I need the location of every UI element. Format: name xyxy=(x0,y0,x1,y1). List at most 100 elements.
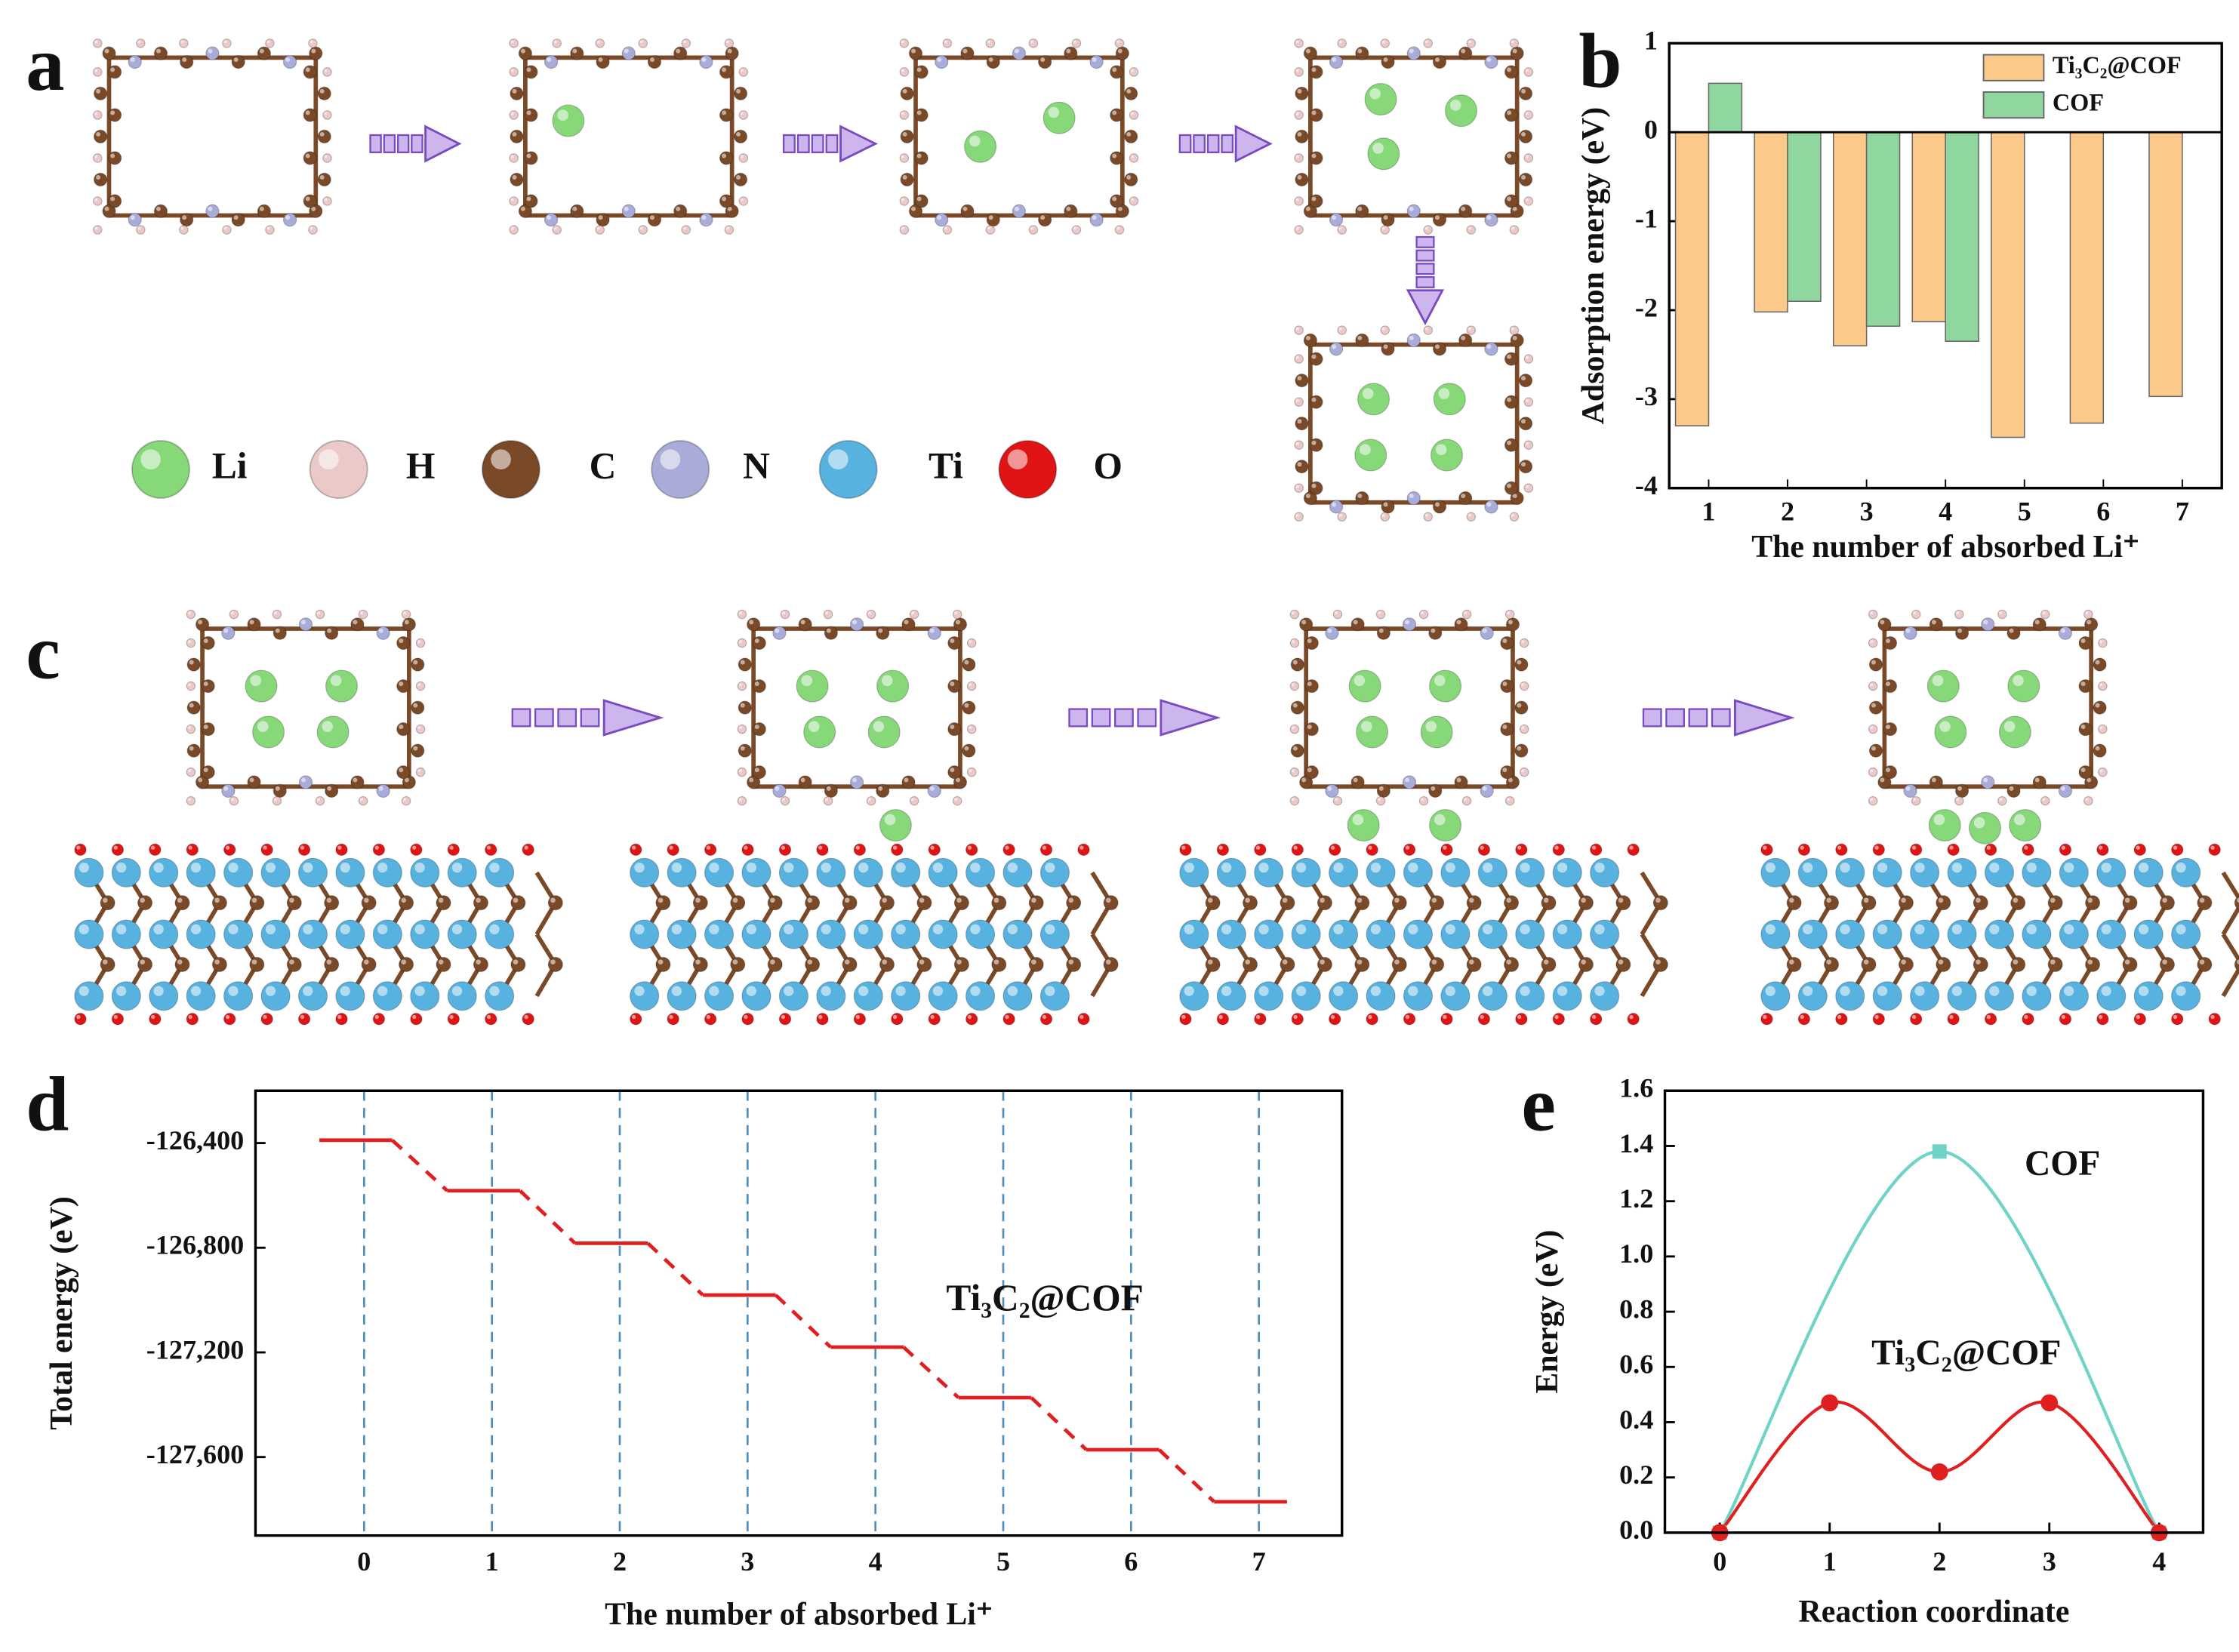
atom xyxy=(1466,325,1477,335)
atom xyxy=(767,895,783,911)
atom-highlight xyxy=(1502,638,1508,644)
atom-highlight xyxy=(1256,1014,1261,1020)
atom-highlight xyxy=(858,862,869,873)
atom xyxy=(1403,981,1434,1011)
atom-highlight xyxy=(969,640,972,644)
atom-highlight xyxy=(1295,485,1299,488)
atom xyxy=(741,981,771,1011)
atom-highlight xyxy=(1092,215,1097,220)
atom xyxy=(704,843,717,857)
atom-highlight xyxy=(1594,924,1605,935)
atom xyxy=(1028,38,1039,48)
atom-highlight xyxy=(1803,924,1813,935)
atom-highlight xyxy=(950,724,955,730)
arrow xyxy=(1178,125,1273,163)
atom-highlight xyxy=(140,897,146,903)
atom-highlight xyxy=(740,155,744,158)
atom-highlight xyxy=(1957,786,1963,791)
atom xyxy=(179,225,189,235)
atom xyxy=(282,213,297,227)
atom xyxy=(223,981,254,1011)
atom xyxy=(1458,333,1473,348)
atom-highlight xyxy=(1520,986,1530,996)
atom-highlight xyxy=(1581,897,1586,903)
atom-highlight xyxy=(417,726,421,730)
atom-highlight xyxy=(2101,986,2111,996)
atom-highlight xyxy=(1207,897,1213,903)
atom-highlight xyxy=(230,611,234,615)
atom xyxy=(867,715,901,749)
atom-highlight xyxy=(781,1014,786,1020)
atom xyxy=(1523,397,1534,407)
legend-swatch xyxy=(1982,54,2045,82)
atom xyxy=(2010,956,2026,973)
atom-highlight xyxy=(746,986,756,996)
atom xyxy=(2084,617,2099,632)
atom-highlight xyxy=(1951,986,1963,996)
atom xyxy=(965,1013,978,1026)
atom xyxy=(186,1013,199,1026)
atom-highlight xyxy=(740,746,745,751)
atom-highlight xyxy=(1870,798,1874,801)
atom xyxy=(552,225,562,235)
atom-highlight xyxy=(1871,660,1876,665)
atom xyxy=(927,626,941,640)
atom-highlight xyxy=(1986,845,1991,850)
atom-highlight xyxy=(1933,814,1945,826)
atom xyxy=(1868,681,1878,691)
atom xyxy=(1541,895,1557,911)
atom xyxy=(962,700,976,715)
legend-atom xyxy=(651,440,710,500)
atom xyxy=(1910,981,1940,1011)
atom-highlight xyxy=(1502,768,1508,773)
atom-highlight xyxy=(1788,959,1794,964)
atom-highlight xyxy=(1517,746,1522,751)
atom-highlight xyxy=(1040,215,1046,220)
atom xyxy=(2234,957,2239,972)
atom-highlight xyxy=(94,112,98,115)
x-tick-label: 3 xyxy=(2043,1546,2056,1577)
atom-highlight xyxy=(858,986,869,996)
atom-highlight xyxy=(2176,924,2186,935)
atom-highlight xyxy=(2064,862,2074,873)
atom xyxy=(704,1013,717,1026)
atom xyxy=(704,919,735,949)
atom xyxy=(1552,919,1582,949)
atom-highlight xyxy=(1073,226,1076,230)
y-axis-label: Total energy (eV) xyxy=(45,1196,79,1430)
atom xyxy=(322,153,332,163)
atom-highlight xyxy=(273,798,277,801)
atom xyxy=(1289,638,1300,648)
atom xyxy=(2084,956,2101,973)
atom xyxy=(2234,895,2239,910)
atom-highlight xyxy=(818,845,823,850)
atom-highlight xyxy=(1763,1014,1767,1020)
atom-highlight xyxy=(2087,897,2093,903)
atom xyxy=(107,151,122,165)
atom-highlight xyxy=(676,206,681,211)
atom xyxy=(2171,843,2184,857)
atom-highlight xyxy=(401,897,407,903)
arrow xyxy=(369,125,462,163)
atom xyxy=(1064,204,1078,218)
atom-highlight xyxy=(1765,986,1775,996)
panel-label: d xyxy=(26,1062,69,1147)
atom-highlight xyxy=(1507,397,1512,402)
atom-highlight xyxy=(1871,746,1876,751)
atom xyxy=(2098,638,2108,648)
atom-highlight xyxy=(740,703,745,708)
atom-highlight xyxy=(1112,196,1117,202)
panel-label: a xyxy=(26,22,64,107)
atom-highlight xyxy=(1517,845,1522,850)
atom xyxy=(778,843,792,857)
atom xyxy=(1523,354,1534,364)
atom xyxy=(111,919,141,949)
atom xyxy=(1484,54,1498,69)
atom xyxy=(914,151,929,165)
atom xyxy=(1981,617,1995,632)
atom xyxy=(1981,775,1995,789)
atom-highlight xyxy=(775,786,780,791)
atom xyxy=(1066,895,1082,911)
atom-highlight xyxy=(1520,924,1530,935)
atom xyxy=(396,678,411,694)
